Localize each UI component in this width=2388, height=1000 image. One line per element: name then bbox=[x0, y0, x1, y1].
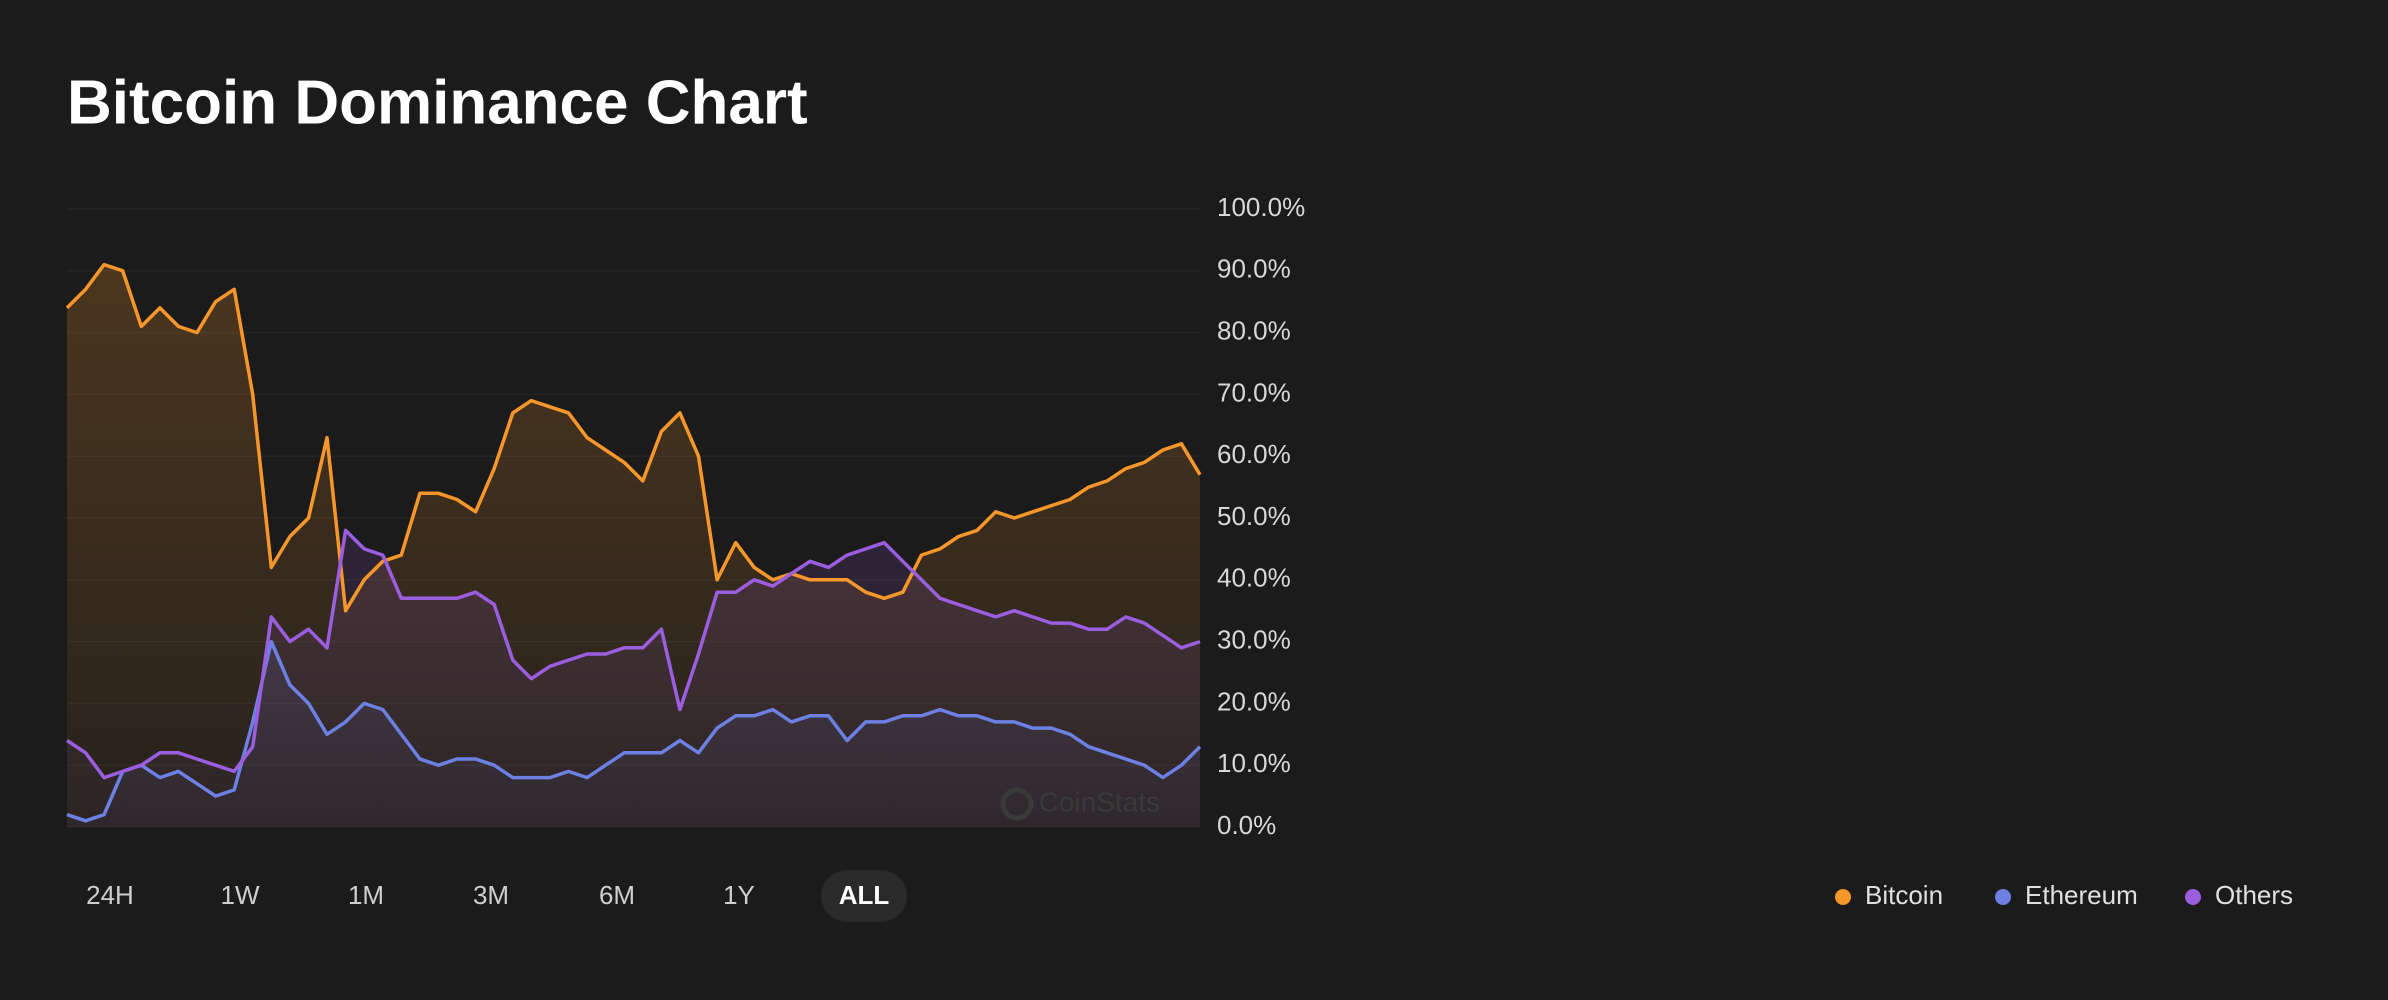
series-line bbox=[66, 639, 1202, 823]
range-button[interactable]: 1Y bbox=[723, 880, 755, 910]
legend-label: Ethereum bbox=[2025, 880, 2138, 910]
y-tick-label: 70.0% bbox=[1217, 377, 1291, 407]
y-tick-label: 10.0% bbox=[1217, 748, 1291, 778]
y-tick-label: 20.0% bbox=[1217, 686, 1291, 716]
legend-swatch bbox=[1995, 889, 2011, 905]
watermark: CoinStats bbox=[1039, 786, 1160, 817]
y-tick-label: 100.0% bbox=[1217, 192, 1305, 222]
legend-label: Others bbox=[2215, 880, 2293, 910]
range-button[interactable]: ALL bbox=[839, 880, 890, 910]
legend-label: Bitcoin bbox=[1865, 880, 1943, 910]
legend-swatch bbox=[2185, 889, 2201, 905]
y-tick-label: 80.0% bbox=[1217, 315, 1291, 345]
series-line bbox=[66, 528, 1201, 780]
range-button[interactable]: 6M bbox=[599, 880, 635, 910]
page-title: Bitcoin Dominance Chart bbox=[67, 68, 808, 137]
range-button[interactable]: 1M bbox=[348, 880, 384, 910]
series-line bbox=[65, 262, 1202, 613]
y-tick-label: 50.0% bbox=[1217, 501, 1291, 531]
watermark-logo bbox=[1000, 787, 1034, 821]
range-button[interactable]: 1W bbox=[221, 880, 260, 910]
y-tick-label: 60.0% bbox=[1217, 439, 1291, 469]
range-button[interactable]: 3M bbox=[473, 880, 509, 910]
range-button-selected-bg bbox=[821, 870, 907, 922]
range-button[interactable]: 24H bbox=[86, 880, 134, 910]
y-tick-label: 40.0% bbox=[1217, 563, 1291, 593]
legend-swatch bbox=[1835, 889, 1851, 905]
y-tick-label: 30.0% bbox=[1217, 624, 1291, 654]
y-tick-label: 0.0% bbox=[1217, 810, 1276, 840]
y-tick-label: 90.0% bbox=[1217, 254, 1291, 284]
